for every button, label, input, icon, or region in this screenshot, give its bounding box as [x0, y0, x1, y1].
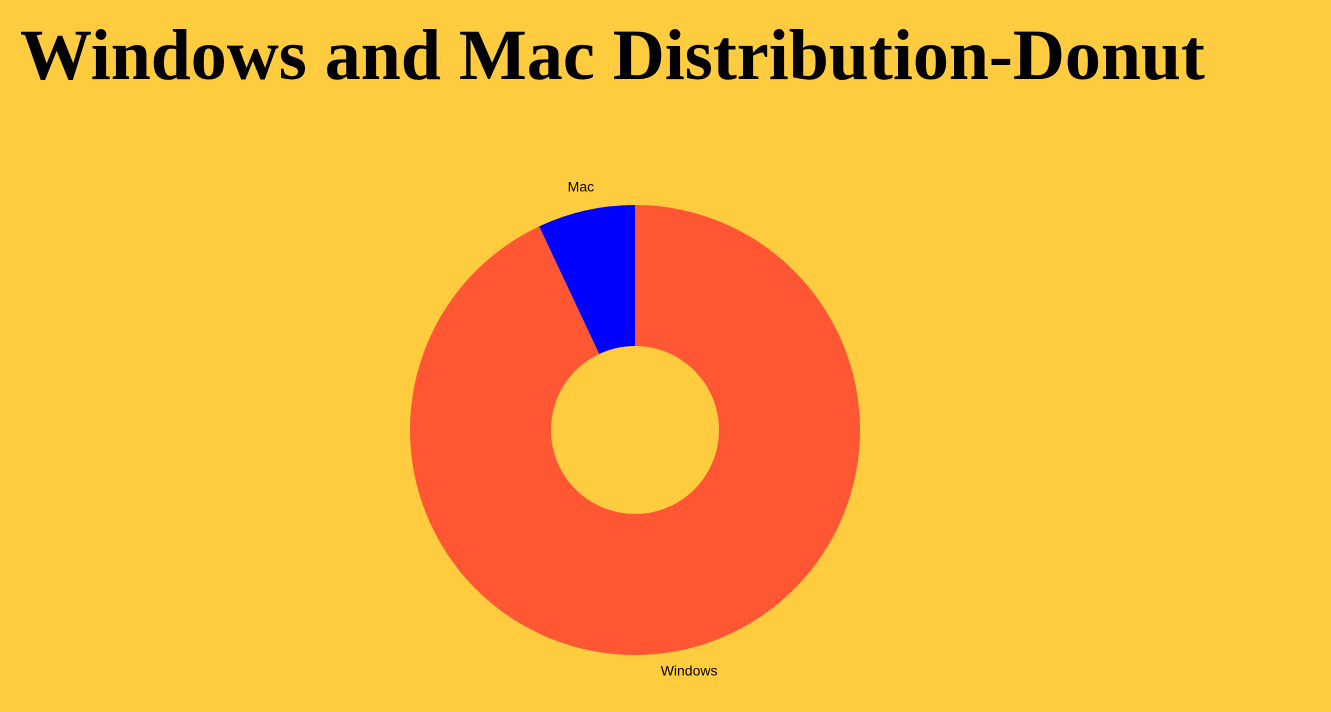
donut-slice-mac	[539, 205, 635, 354]
slice-label-windows: Windows	[661, 663, 718, 679]
page-title: Windows and Mac Distribution-Donut	[20, 15, 1205, 95]
slice-label-mac: Mac	[568, 179, 594, 195]
donut-slice-windows	[409, 205, 860, 655]
